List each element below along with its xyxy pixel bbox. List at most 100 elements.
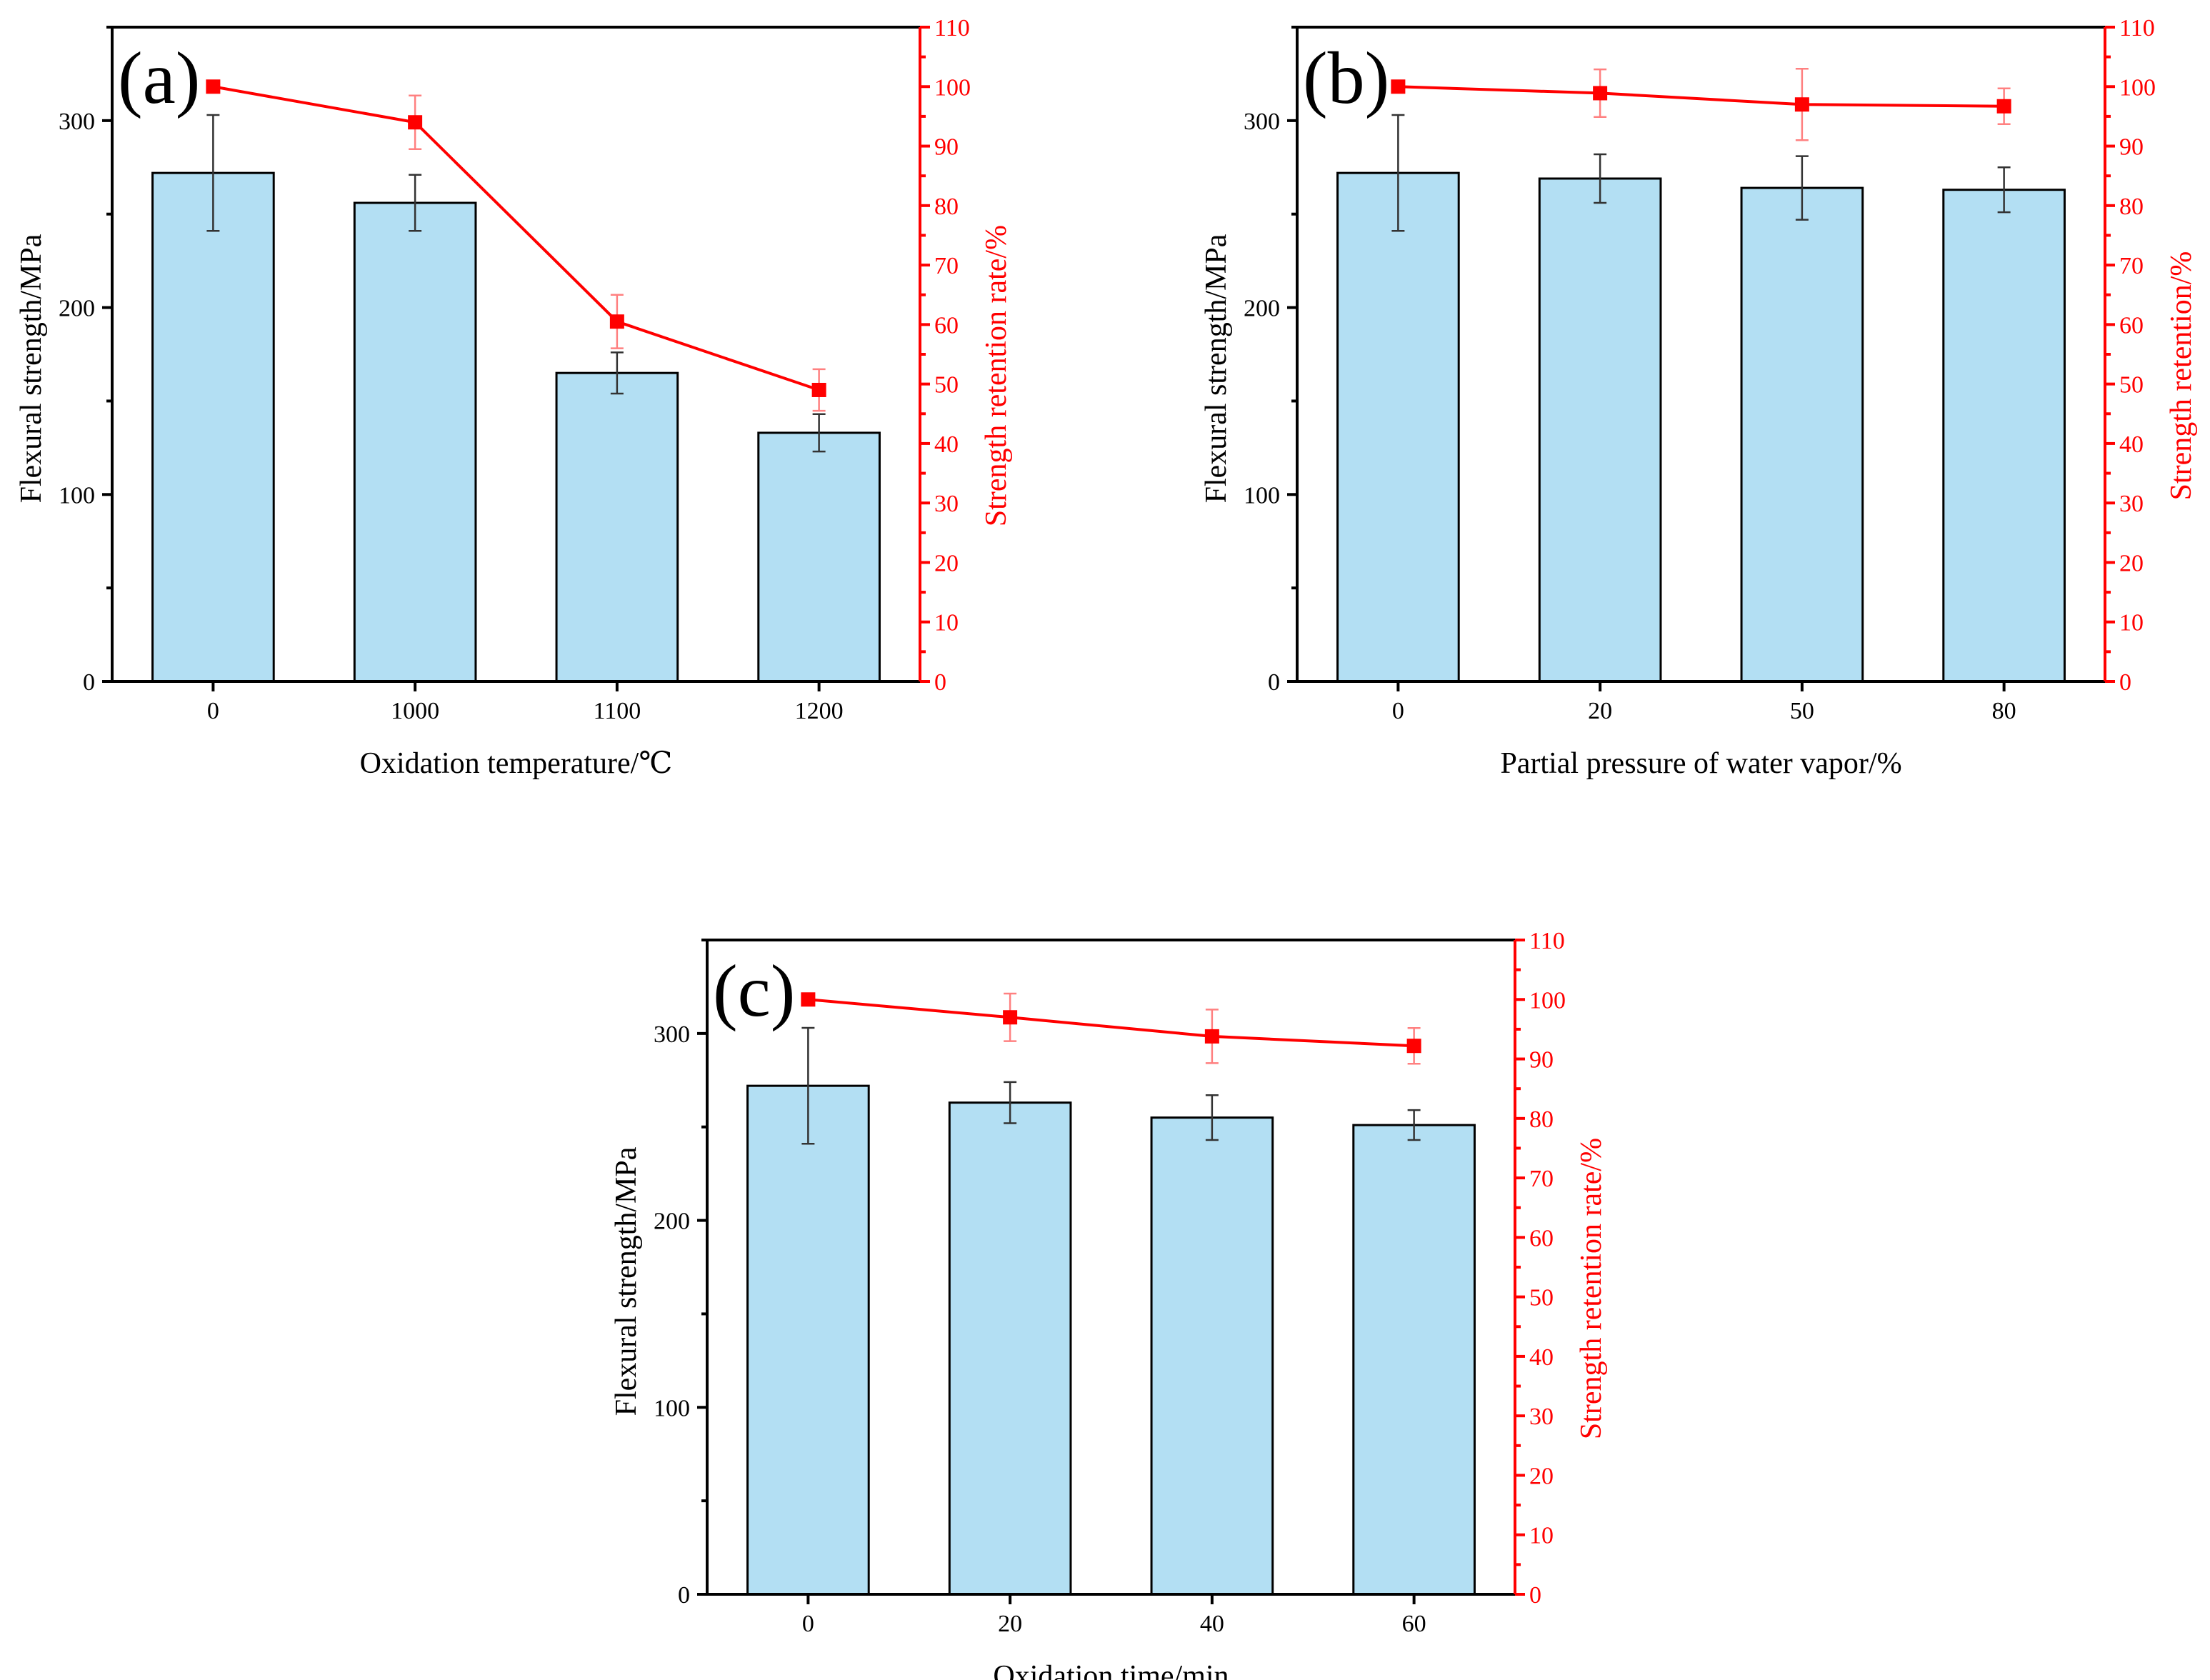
panel-label: (b) — [1303, 37, 1389, 119]
x-tick-label: 0 — [802, 1611, 814, 1637]
bar-20 — [948, 1101, 1072, 1596]
y-tick-label-left: 300 — [654, 1021, 690, 1048]
x-axis-title: Partial pressure of water vapor/% — [1500, 747, 1901, 780]
bar-1100 — [555, 371, 679, 683]
retention-point-80 — [1996, 99, 2011, 114]
y-tick-label-right: 20 — [934, 550, 959, 576]
y-axis-title-left: Flexural strength/MPa — [15, 234, 48, 503]
y-tick-label-right: 60 — [934, 312, 959, 339]
bar-80 — [1942, 189, 2066, 683]
y-tick-label-left: 200 — [1244, 296, 1280, 322]
retention-point-0 — [1391, 79, 1406, 94]
y-tick-label-right: 40 — [1529, 1344, 1554, 1371]
y-tick-label-right: 10 — [2119, 610, 2144, 636]
panel-label: (a) — [118, 37, 200, 119]
y-tick-label-right: 50 — [1529, 1285, 1554, 1311]
retention-line — [1398, 85, 2004, 108]
y-tick-label-right: 50 — [2119, 372, 2144, 399]
bar-40 — [1150, 1116, 1274, 1596]
y-tick-label-right: 40 — [934, 431, 959, 458]
chart-panel-3: 0 20 40 60 0 100 200 300 0 10 20 30 40 50 60 70 80 90 100 1… — [610, 928, 1608, 1680]
retention-point-0 — [801, 992, 816, 1007]
bar-0 — [1336, 171, 1460, 683]
bar-20 — [1538, 177, 1662, 683]
y-tick-label-right: 90 — [934, 134, 959, 161]
y-tick-label-left: 100 — [654, 1395, 690, 1421]
retention-point-1200 — [811, 382, 826, 397]
bar-0 — [746, 1084, 870, 1596]
y-tick-label-left: 100 — [1244, 482, 1280, 509]
x-tick-label: 1100 — [594, 698, 641, 724]
y-tick-label-right: 30 — [934, 491, 959, 517]
bar-60 — [1352, 1124, 1476, 1596]
retention-point-60 — [1406, 1039, 1421, 1054]
y-tick-label-right: 110 — [934, 15, 970, 41]
y-axis-title-right: Strength retention/% — [2165, 251, 2198, 501]
x-tick-label: 20 — [998, 1611, 1022, 1637]
y-tick-label-right: 10 — [934, 610, 959, 636]
bar-50 — [1740, 186, 1864, 683]
x-tick-label: 1200 — [795, 698, 844, 724]
y-tick-label-right: 20 — [1529, 1463, 1554, 1489]
y-tick-label-right: 60 — [2119, 312, 2144, 339]
retention-point-20 — [1003, 1010, 1018, 1025]
x-tick-label: 50 — [1790, 698, 1814, 724]
x-tick-label: 1000 — [391, 698, 439, 724]
y-tick-label-left: 300 — [59, 109, 95, 135]
y-tick-label-right: 110 — [1529, 928, 1565, 954]
y-tick-label-right: 70 — [934, 253, 959, 279]
y-tick-label-left: 200 — [59, 296, 95, 322]
y-tick-label-right: 10 — [1529, 1523, 1554, 1549]
y-axis-title-left: Flexural strength/MPa — [610, 1146, 643, 1416]
y-tick-label-left: 0 — [83, 669, 95, 696]
y-tick-label-right: 60 — [1529, 1225, 1554, 1251]
y-axis-title-left: Flexural strength/MPa — [1200, 234, 1233, 503]
retention-point-50 — [1794, 97, 1809, 112]
y-tick-label-left: 100 — [59, 482, 95, 509]
y-tick-label-right: 80 — [2119, 194, 2144, 220]
panel-label: (c) — [713, 950, 795, 1032]
y-tick-label-left: 300 — [1244, 109, 1280, 135]
retention-point-40 — [1204, 1029, 1219, 1044]
x-axis-title: Oxidation time/min — [993, 1660, 1229, 1680]
retention-point-1000 — [408, 115, 423, 130]
x-tick-label: 20 — [1588, 698, 1612, 724]
y-tick-label-right: 80 — [1529, 1106, 1554, 1133]
y-tick-label-right: 80 — [934, 194, 959, 220]
y-tick-label-right: 40 — [2119, 431, 2144, 458]
y-tick-label-left: 0 — [1268, 669, 1280, 696]
retention-line — [213, 85, 820, 391]
y-tick-label-right: 0 — [1529, 1582, 1541, 1609]
chart-panel-2: 0 20 50 80 0 100 200 300 0 10 20 30 40 50 60 70 80 90 100 1… — [1200, 15, 2198, 780]
y-tick-label-right: 30 — [1529, 1404, 1554, 1430]
chart-panel-1: 0 1000 1100 1200 0 100 200 300 0 10 20 30 40 50 60 70 80… — [15, 15, 1013, 780]
x-axis-title: Oxidation temperature/℃ — [360, 747, 673, 780]
bar-0 — [151, 171, 275, 683]
retention-point-0 — [206, 79, 221, 94]
y-tick-label-right: 110 — [2119, 15, 2155, 41]
y-tick-label-left: 0 — [678, 1582, 690, 1609]
y-tick-label-left: 200 — [654, 1209, 690, 1235]
x-tick-label: 60 — [1402, 1611, 1426, 1637]
y-tick-label-right: 100 — [2119, 74, 2156, 101]
x-tick-label: 80 — [1992, 698, 2016, 724]
y-tick-label-right: 0 — [934, 669, 946, 696]
x-tick-label: 40 — [1200, 1611, 1224, 1637]
y-tick-label-right: 100 — [934, 74, 971, 101]
retention-line — [808, 998, 1414, 1048]
y-tick-label-right: 90 — [2119, 134, 2144, 161]
retention-point-20 — [1593, 86, 1608, 101]
x-tick-label: 0 — [207, 698, 219, 724]
y-tick-label-right: 100 — [1529, 987, 1566, 1014]
bar-1000 — [353, 201, 477, 683]
y-axis-title-right: Strength retention rate/% — [980, 225, 1013, 526]
y-tick-label-right: 20 — [2119, 550, 2144, 576]
y-tick-label-right: 70 — [2119, 253, 2144, 279]
y-tick-label-right: 0 — [2119, 669, 2131, 696]
y-axis-title-right: Strength retention rate/% — [1575, 1138, 1608, 1439]
retention-point-1100 — [609, 314, 624, 329]
y-tick-label-right: 70 — [1529, 1166, 1554, 1192]
y-tick-label-right: 50 — [934, 372, 959, 399]
bar-1200 — [757, 431, 881, 683]
